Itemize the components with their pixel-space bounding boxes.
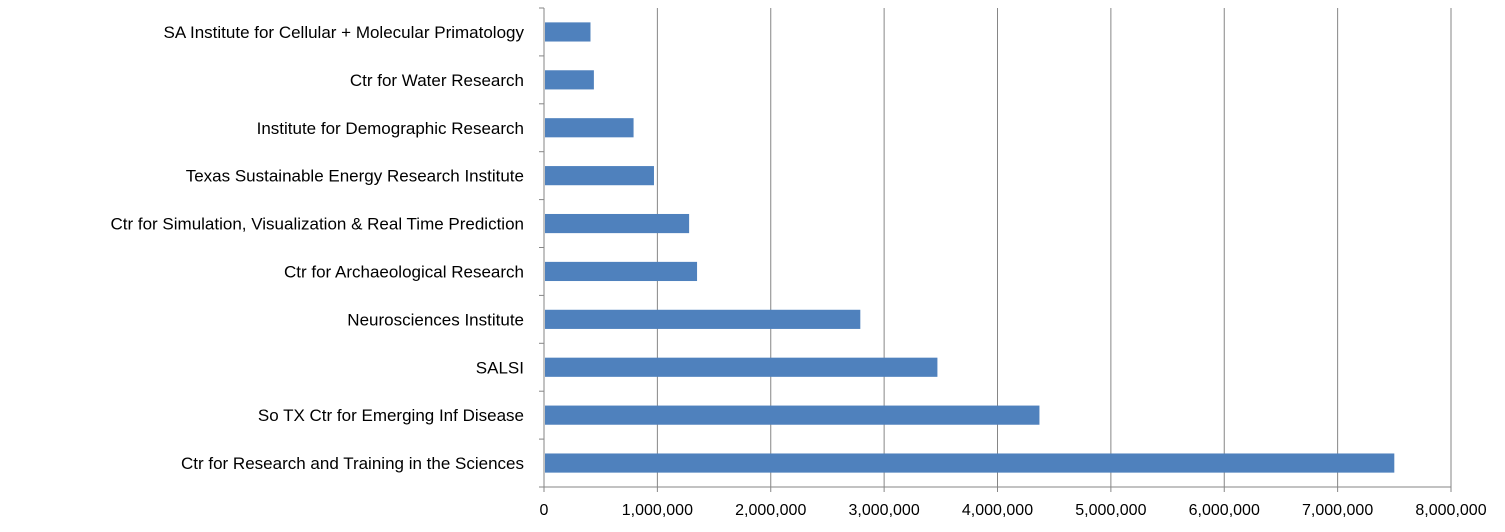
- category-label: Institute for Demographic Research: [257, 119, 524, 138]
- bar: [545, 309, 861, 329]
- x-tick-label: 6,000,000: [1189, 502, 1260, 519]
- bar: [545, 453, 1395, 473]
- category-labels: Ctr for Research and Training in the Sci…: [110, 23, 524, 473]
- category-label: So TX Ctr for Emerging Inf Disease: [258, 406, 524, 425]
- category-label: SA Institute for Cellular + Molecular Pr…: [164, 23, 525, 42]
- x-tick-labels: 0 1,000,000 2,000,000 3,000,000 4,000,000 5,0…: [540, 502, 1487, 519]
- bar: [545, 357, 938, 377]
- category-label: SALSI: [476, 358, 524, 377]
- bar: [545, 166, 654, 186]
- x-tick-label: 7,000,000: [1302, 502, 1373, 519]
- bar: [545, 118, 634, 138]
- category-label: Ctr for Archaeological Research: [284, 262, 524, 281]
- x-tick-label: 3,000,000: [849, 502, 920, 519]
- x-tick-label: 0: [540, 502, 549, 519]
- gridlines: [656, 8, 1452, 487]
- category-label: Ctr for Research and Training in the Sci…: [181, 454, 524, 473]
- x-tick-label: 4,000,000: [962, 502, 1033, 519]
- bar: [545, 261, 698, 282]
- category-label: Ctr for Simulation, Visualization & Real…: [110, 215, 524, 234]
- x-tick-label: 8,000,000: [1415, 502, 1486, 519]
- category-label: Neurosciences Institute: [347, 310, 524, 329]
- x-tick-label: 2,000,000: [735, 502, 806, 519]
- bar: [545, 22, 591, 42]
- category-label: Ctr for Water Research: [350, 71, 524, 90]
- bar: [545, 213, 690, 234]
- bars: [545, 22, 1395, 473]
- x-tick-label: 1,000,000: [622, 502, 693, 519]
- bar: [545, 70, 594, 90]
- x-tick-label: 5,000,000: [1075, 502, 1146, 519]
- bar: [545, 405, 1040, 425]
- axes: [539, 7, 1452, 492]
- category-label: Texas Sustainable Energy Research Instit…: [186, 167, 524, 186]
